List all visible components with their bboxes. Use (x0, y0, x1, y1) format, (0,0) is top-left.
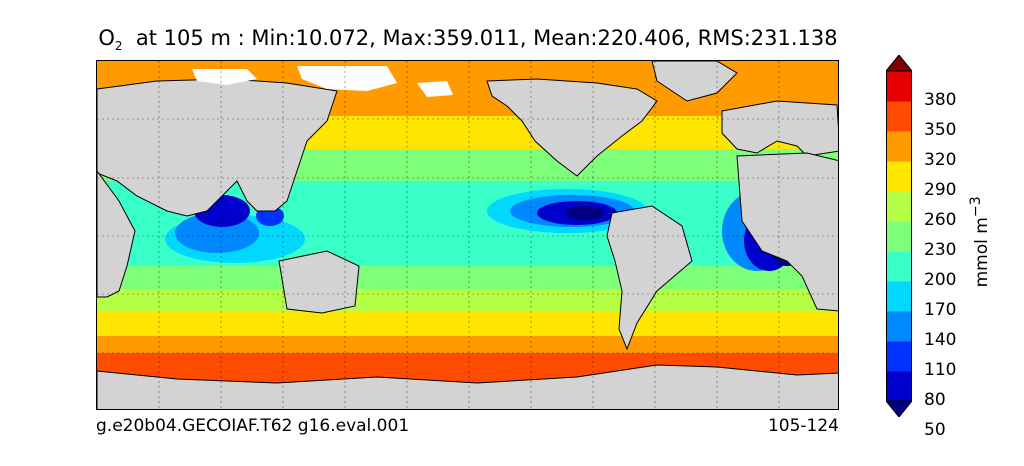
title-subscript: 2 (114, 39, 123, 54)
colorbar-tick-380: 380 (924, 90, 957, 110)
title-text: at 105 m : Min:10.072, Max:359.011, Mean… (135, 26, 838, 50)
colorbar-extend-min (886, 400, 912, 417)
ice-patch-3 (417, 81, 453, 97)
land-south-america (606, 205, 693, 351)
colorbar-segment (886, 281, 912, 312)
colorbar-frame (886, 70, 912, 402)
colorbar-tick-110: 110 (924, 360, 957, 380)
run-id-label: g.e20b04.GECOIAF.T62 g16.eval.001 (96, 416, 410, 436)
ocean-map (96, 60, 839, 410)
ice-patch-2 (297, 66, 397, 91)
colorbar-segment (886, 221, 912, 252)
ice-patch-1 (192, 69, 257, 85)
unit-exponent: −3 (968, 196, 985, 218)
colorbar-segment (886, 371, 912, 402)
graticule (97, 61, 838, 409)
colorbar-tick-350: 350 (924, 120, 957, 140)
map-canvas (97, 61, 838, 409)
colorbar-tick-170: 170 (924, 300, 957, 320)
colorbar-segment (886, 251, 912, 282)
plot-title: O2 at 105 m : Min:10.072, Max:359.011, M… (0, 26, 936, 53)
land-eurasia (97, 78, 338, 217)
land-north-america (486, 78, 658, 177)
land-antarctica (97, 364, 838, 409)
colorbar-tick-290: 290 (924, 180, 957, 200)
colorbar-segment (886, 71, 912, 102)
depth-range-label: 105-124 (767, 416, 839, 436)
colorbar-segment (886, 311, 912, 342)
colorbar-segment (886, 341, 912, 372)
omz-etp-core (565, 206, 605, 220)
colorbar-unit-label: mmol m−3 (968, 162, 992, 322)
colorbar-tick-50: 50 (924, 420, 946, 440)
sea-ice (192, 66, 453, 97)
colorbar-segment (886, 161, 912, 192)
colorbar-tick-230: 230 (924, 240, 957, 260)
colorbar-segment (886, 101, 912, 132)
colorbar-tick-200: 200 (924, 270, 957, 290)
colorbar-segment (886, 191, 912, 222)
colorbar-tick-320: 320 (924, 150, 957, 170)
colorbar (886, 55, 912, 417)
title-species: O (98, 26, 115, 50)
colorbar-segment (886, 131, 912, 162)
land-masses (97, 61, 838, 409)
land-europe (721, 100, 838, 157)
colorbar-tick-80: 80 (924, 390, 946, 410)
band-south-mid (97, 289, 838, 314)
land-australia (278, 250, 360, 314)
unit-text: mmol m (971, 217, 992, 288)
land-africa-east (97, 170, 136, 298)
colorbar-tick-140: 140 (924, 330, 957, 350)
colorbar-extend-max (886, 55, 912, 72)
colorbar-tick-260: 260 (924, 210, 957, 230)
